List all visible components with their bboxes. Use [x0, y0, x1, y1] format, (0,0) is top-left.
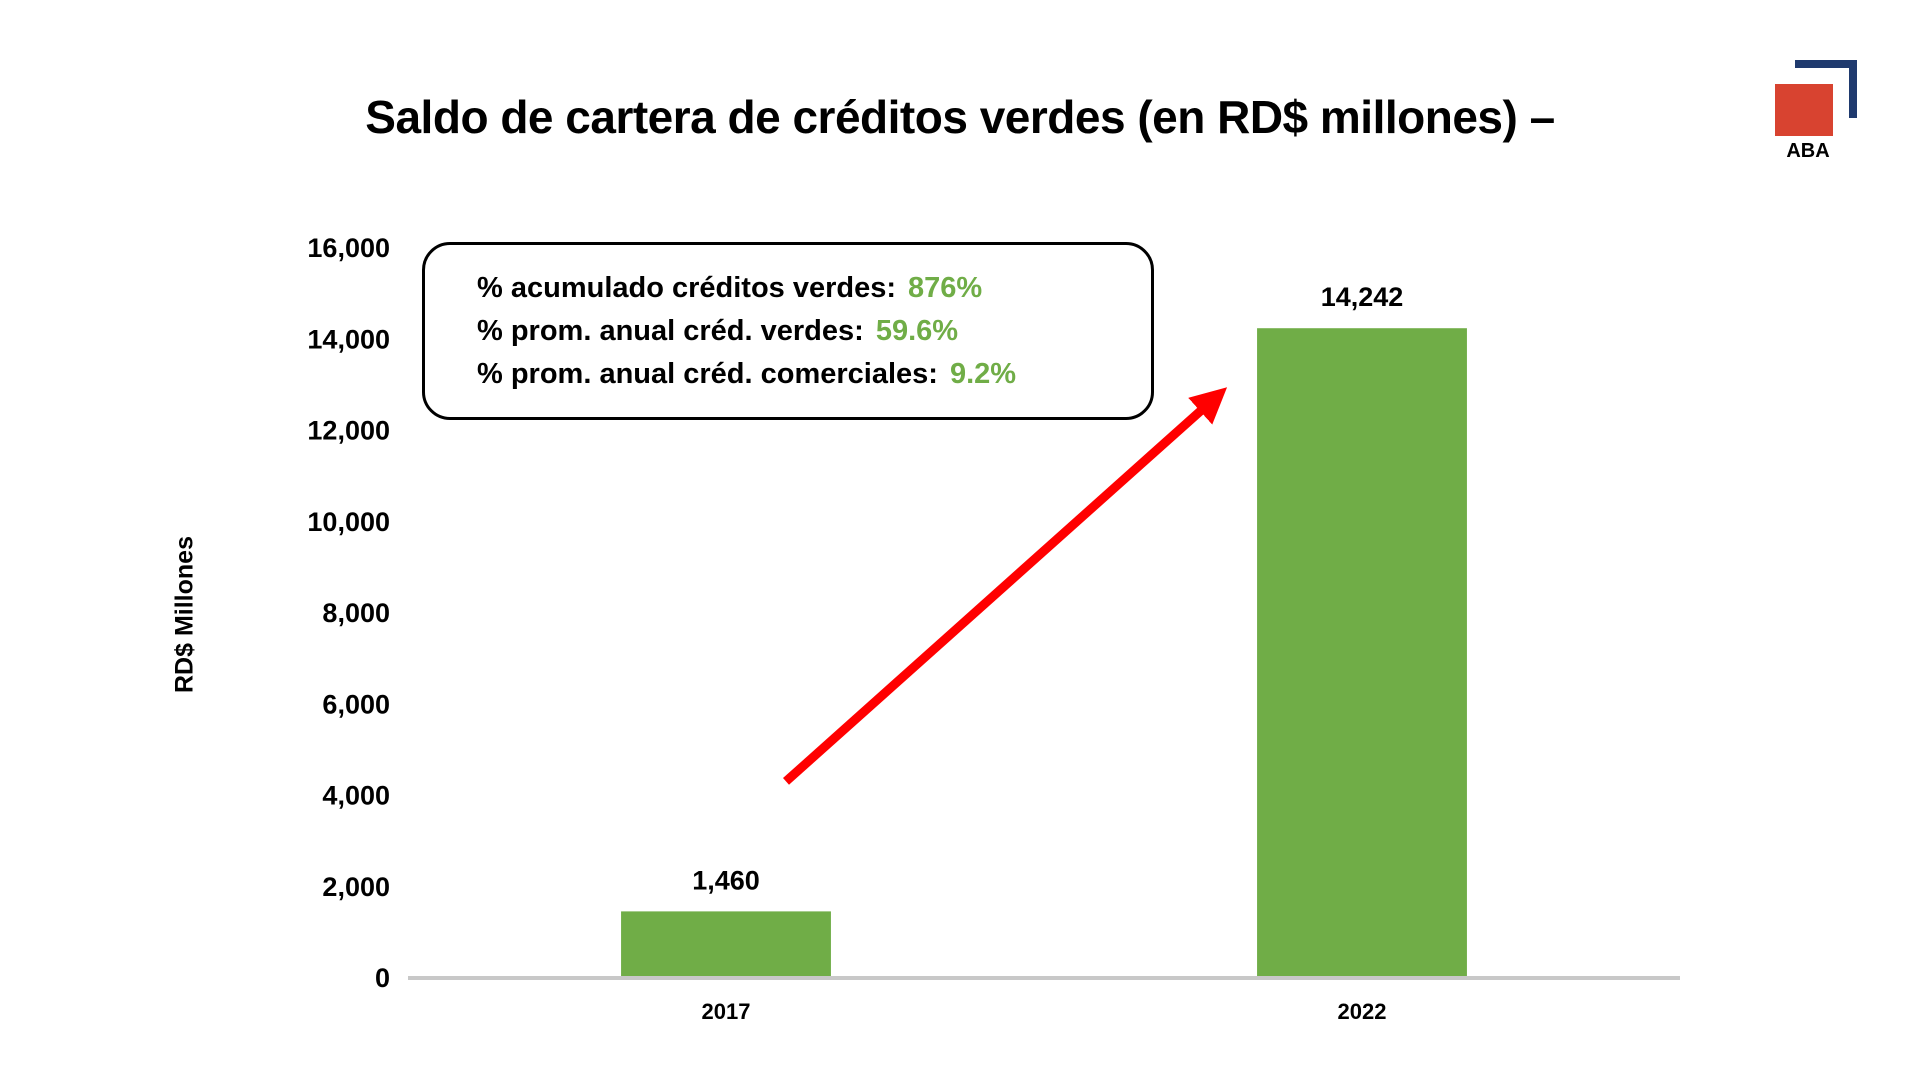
y-tick-label: 14,000 — [307, 324, 390, 354]
y-tick-label: 6,000 — [322, 689, 390, 719]
page-title: Saldo de cartera de créditos verdes (en … — [365, 91, 1555, 143]
info-line-avg-commercial: % prom. anual créd. comerciales: 9.2% — [477, 353, 1151, 396]
info-value: 9.2% — [949, 358, 1017, 390]
trend-arrow — [783, 387, 1228, 785]
info-value: 876% — [908, 272, 983, 304]
y-tick-label: 16,000 — [307, 233, 390, 263]
data-label-2017: 1,460 — [692, 865, 760, 895]
info-box: % acumulado créditos verdes: 876% % prom.… — [422, 242, 1154, 420]
y-tick-label: 12,000 — [307, 416, 390, 446]
y-tick-label: 10,000 — [307, 507, 390, 537]
bar-2022 — [1257, 328, 1467, 976]
info-label: % prom. anual créd. verdes: — [477, 315, 864, 347]
info-label: % acumulado créditos verdes: — [477, 272, 897, 304]
bar-2017 — [621, 911, 831, 976]
logo-text: ABA — [1786, 140, 1830, 162]
aba-logo-icon — [1775, 60, 1857, 136]
y-tick-label: 8,000 — [322, 598, 390, 628]
data-label-2022: 14,242 — [1321, 282, 1404, 312]
y-tick-label: 0 — [375, 963, 390, 993]
y-tick-label: 4,000 — [322, 781, 390, 811]
info-label: % prom. anual créd. comerciales: — [477, 358, 938, 390]
x-tick-label: 2017 — [702, 999, 751, 1024]
bars — [621, 328, 1467, 976]
data-labels: 1,460 14,242 — [692, 282, 1403, 895]
info-line-accumulated: % acumulado créditos verdes: 876% — [477, 267, 1151, 310]
info-line-avg-green: % prom. anual créd. verdes: 59.6% — [477, 310, 1151, 353]
y-tick-label: 2,000 — [322, 872, 390, 902]
x-tick-label: 2022 — [1338, 999, 1387, 1024]
info-value: 59.6% — [875, 315, 959, 347]
y-axis-ticks: 0 2,000 4,000 6,000 8,000 10,000 12,000 14,000 1… — [307, 233, 390, 993]
x-axis-labels: 2017 2022 — [702, 999, 1387, 1024]
